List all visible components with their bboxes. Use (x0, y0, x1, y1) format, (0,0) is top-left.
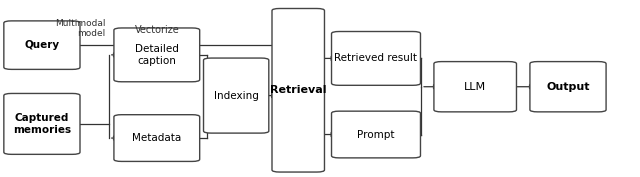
Text: Indexing: Indexing (214, 91, 259, 101)
Text: Query: Query (24, 40, 60, 50)
Text: Prompt: Prompt (357, 130, 395, 139)
FancyBboxPatch shape (272, 8, 324, 172)
Text: Retrieval: Retrieval (270, 85, 326, 95)
FancyBboxPatch shape (4, 21, 80, 69)
Text: Output: Output (547, 82, 589, 92)
FancyBboxPatch shape (332, 111, 420, 158)
FancyBboxPatch shape (332, 32, 420, 85)
Text: Vectorize: Vectorize (134, 25, 179, 35)
Text: Captured
memories: Captured memories (13, 113, 71, 135)
FancyBboxPatch shape (434, 62, 516, 112)
Text: Retrieved result: Retrieved result (335, 53, 417, 63)
Text: Multimodal
model: Multimodal model (55, 19, 106, 38)
FancyBboxPatch shape (204, 58, 269, 133)
FancyBboxPatch shape (530, 62, 606, 112)
FancyBboxPatch shape (114, 28, 200, 82)
Text: LLM: LLM (464, 82, 486, 92)
Text: Detailed
caption: Detailed caption (135, 44, 179, 66)
FancyBboxPatch shape (4, 93, 80, 154)
FancyBboxPatch shape (114, 115, 200, 161)
Text: Metadata: Metadata (132, 133, 181, 143)
